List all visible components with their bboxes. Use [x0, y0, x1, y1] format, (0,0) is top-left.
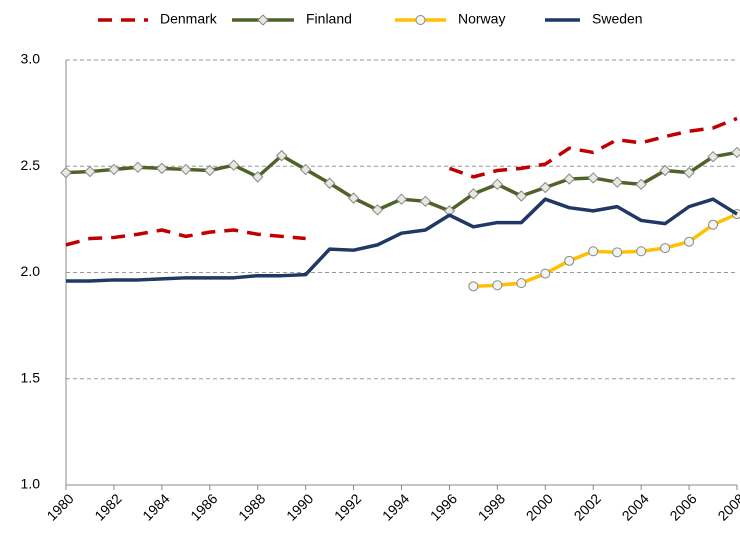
- data-point: [299, 163, 312, 176]
- data-point: [636, 246, 647, 257]
- x-tick-label: 2008: [714, 490, 740, 523]
- legend-marker: [257, 14, 269, 26]
- data-point: [660, 243, 671, 254]
- series-line: [473, 212, 738, 289]
- data-point: [84, 165, 96, 178]
- data-point: [659, 164, 671, 177]
- x-tick-label: 1988: [235, 490, 268, 523]
- data-point: [612, 247, 623, 258]
- y-tick-label: 3.0: [21, 51, 41, 67]
- data-point: [635, 178, 647, 191]
- legend-label: Sweden: [592, 11, 643, 27]
- data-point: [540, 268, 551, 279]
- x-tick-label: 2004: [619, 490, 652, 523]
- data-point: [60, 166, 72, 179]
- data-point: [611, 176, 623, 188]
- x-tick-label: 1994: [379, 490, 412, 523]
- data-point: [683, 166, 695, 179]
- legend-marker: [415, 15, 426, 25]
- data-point: [684, 236, 695, 247]
- data-point: [204, 164, 216, 177]
- legend-label: Finland: [306, 11, 352, 27]
- data-point: [395, 193, 408, 205]
- x-tick-label: 1982: [91, 490, 124, 523]
- data-point: [275, 149, 288, 162]
- x-tick-label: 1986: [187, 490, 220, 523]
- data-point: [491, 178, 504, 191]
- data-point: [132, 161, 144, 174]
- x-tick-label: 1992: [331, 490, 364, 523]
- series-line: [65, 116, 738, 247]
- x-tick-label: 2000: [523, 490, 556, 523]
- data-point: [515, 190, 528, 202]
- data-point: [468, 281, 479, 292]
- data-point: [228, 159, 240, 171]
- data-point: [707, 150, 719, 163]
- data-point: [252, 171, 264, 183]
- x-tick-label: 1996: [427, 490, 460, 523]
- data-point: [180, 163, 192, 176]
- y-tick-label: 2.0: [21, 263, 41, 279]
- x-tick-label: 1984: [139, 490, 172, 523]
- data-point: [156, 162, 168, 175]
- data-point: [323, 177, 336, 189]
- data-point: [371, 204, 384, 216]
- y-tick-label: 2.5: [21, 157, 41, 173]
- data-point: [539, 181, 551, 194]
- data-point: [708, 219, 719, 230]
- data-point: [419, 195, 432, 208]
- data-point: [467, 188, 480, 200]
- series-line: [66, 197, 738, 283]
- x-tick-label: 2002: [571, 490, 604, 523]
- x-tick-label: 1980: [43, 490, 76, 523]
- y-tick-label: 1.5: [21, 369, 41, 385]
- y-tick-label: 1.0: [21, 476, 41, 492]
- data-point: [516, 278, 527, 289]
- legend-label: Norway: [458, 11, 505, 27]
- data-point: [587, 172, 599, 184]
- data-point: [492, 280, 503, 291]
- legend-label: Denmark: [160, 11, 218, 27]
- data-point: [347, 192, 360, 204]
- data-point: [563, 173, 575, 185]
- x-tick-label: 2006: [666, 490, 699, 523]
- data-point: [588, 246, 599, 257]
- x-tick-label: 1998: [475, 490, 508, 523]
- data-point: [564, 255, 575, 266]
- x-tick-label: 1990: [283, 490, 316, 523]
- data-point: [108, 163, 120, 176]
- data-point: [731, 146, 740, 159]
